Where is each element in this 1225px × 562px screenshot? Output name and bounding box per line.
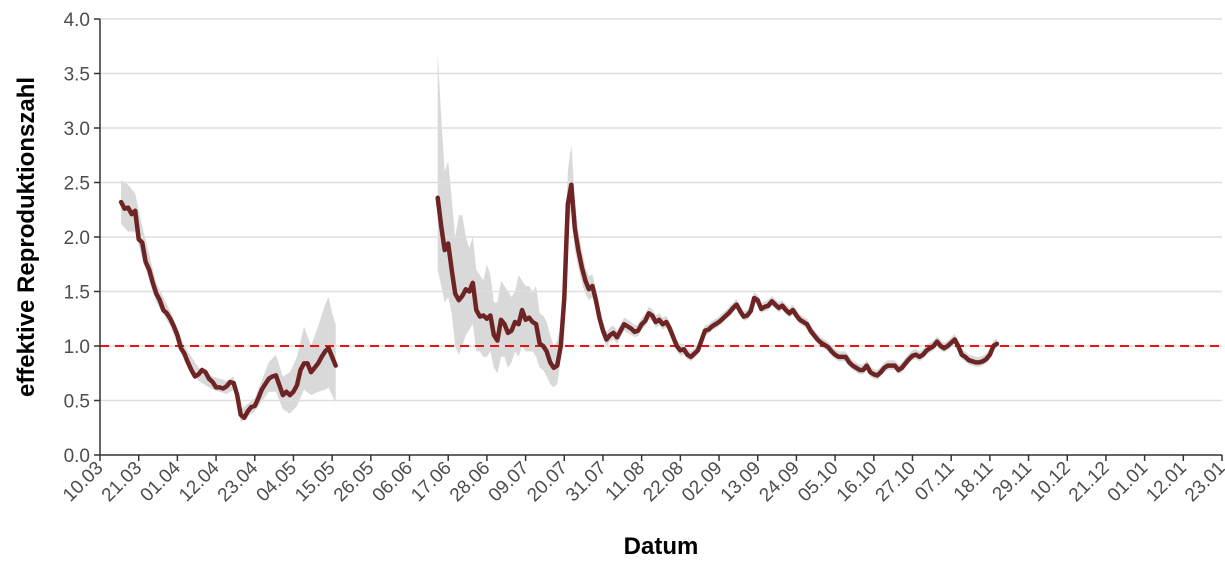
y-tick-label: 4.0 xyxy=(64,10,90,31)
x-tick-label: 18.11 xyxy=(950,458,997,505)
y-tick-label: 0.5 xyxy=(64,392,90,413)
x-tick-label: 28.06 xyxy=(446,458,494,506)
x-tick-label: 21.03 xyxy=(98,458,146,506)
x-tick-label: 17.06 xyxy=(407,458,455,506)
x-tick-label: 09.07 xyxy=(485,458,533,506)
x-tick-label: 11.08 xyxy=(602,458,649,505)
x-tick-label: 05.10 xyxy=(794,458,842,506)
x-tick-label: 24.09 xyxy=(755,458,803,506)
x-tick-label: 01.04 xyxy=(136,457,185,506)
x-tick-label: 01.01 xyxy=(1104,458,1152,506)
x-tick-label: 23.01 xyxy=(1181,458,1225,506)
x-tick-label: 02.09 xyxy=(678,458,726,506)
y-tick-label: 2.0 xyxy=(64,228,90,249)
x-tick-label: 12.04 xyxy=(175,457,224,506)
x-tick-label: 23.04 xyxy=(214,457,263,506)
series-line-segment-1 xyxy=(118,199,338,421)
x-tick-label: 31.07 xyxy=(562,458,610,506)
x-tick-label: 06.06 xyxy=(369,458,417,506)
y-tick-label: 3.0 xyxy=(64,119,90,140)
x-tick-label: 04.05 xyxy=(253,458,301,506)
x-tick-label: 13.09 xyxy=(717,458,765,506)
confidence-band-2 xyxy=(437,51,997,388)
y-tick-label: 2.5 xyxy=(64,174,90,195)
x-tick-label: 29.11 xyxy=(989,458,1036,505)
x-tick-label: 26.05 xyxy=(330,458,378,506)
x-tick-label: 15.05 xyxy=(291,458,339,506)
x-tick-label: 16.10 xyxy=(833,458,881,506)
y-tick-label: 3.5 xyxy=(64,65,90,86)
x-tick-label: 22.08 xyxy=(639,458,687,506)
confidence-band-layer xyxy=(121,51,997,423)
x-tick-label: 12.01 xyxy=(1142,458,1190,506)
y-tick-labels: 0.0 0.5 1.0 1.5 2.0 2.5 3.0 3.5 4.0 xyxy=(64,10,90,467)
x-axis-title: Datum xyxy=(624,533,699,560)
x-tick-labels: 10.0321.0301.0412.0423.0404.0515.0526.05… xyxy=(59,457,1225,506)
y-axis-title: effektive Reproduktionszahl xyxy=(13,77,40,397)
x-tick-label: 07.11 xyxy=(911,458,958,505)
series-line-layer xyxy=(118,182,1000,421)
x-tick-label: 10.12 xyxy=(1026,458,1074,506)
confidence-band-1 xyxy=(121,180,336,423)
y-tick-label: 0.0 xyxy=(64,446,90,467)
y-tick-label: 1.5 xyxy=(64,283,90,304)
x-tick-label: 21.12 xyxy=(1065,458,1113,506)
axes xyxy=(94,18,1223,461)
x-tick-label: 20.07 xyxy=(523,458,571,506)
gridline-layer xyxy=(100,18,1222,402)
series-line-segment-2 xyxy=(435,182,1000,378)
x-tick-label: 27.10 xyxy=(872,458,920,506)
y-tick-label: 1.0 xyxy=(64,337,90,358)
